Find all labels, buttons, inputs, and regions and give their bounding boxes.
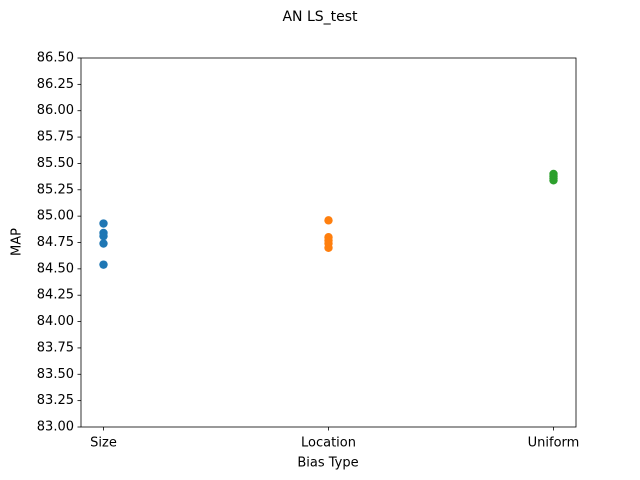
point (324, 243, 333, 252)
point (549, 176, 558, 185)
x-axis-label: Bias Type (297, 456, 358, 471)
point (99, 219, 108, 228)
y-tick-label: 84.25 (37, 288, 74, 303)
y-tick-label: 83.75 (37, 340, 74, 355)
y-tick-label: 83.00 (37, 420, 74, 435)
point (324, 216, 333, 225)
x-tick-label: Uniform (528, 436, 580, 451)
y-tick-label: 84.75 (37, 235, 74, 250)
y-tick-label: 85.00 (37, 209, 74, 224)
x-tick-label: Location (301, 436, 356, 451)
y-tick-label: 85.25 (37, 182, 74, 197)
x-tick-label: Size (90, 436, 117, 451)
chart-title: AN LS_test (282, 9, 358, 25)
y-tick-label: 83.25 (37, 393, 74, 408)
y-tick-label: 85.75 (37, 130, 74, 145)
y-axis-label: MAP (10, 228, 25, 256)
point (99, 231, 108, 241)
y-tick-label: 86.50 (37, 51, 74, 66)
point (99, 239, 108, 248)
y-tick-label: 83.50 (37, 367, 74, 382)
y-tick-label: 86.00 (37, 103, 74, 118)
y-tick-label: 84.50 (37, 261, 74, 276)
y-tick-label: 86.25 (37, 77, 74, 92)
y-tick-label: 84.00 (37, 314, 74, 329)
y-tick-label: 85.50 (37, 156, 74, 171)
point (99, 260, 108, 269)
